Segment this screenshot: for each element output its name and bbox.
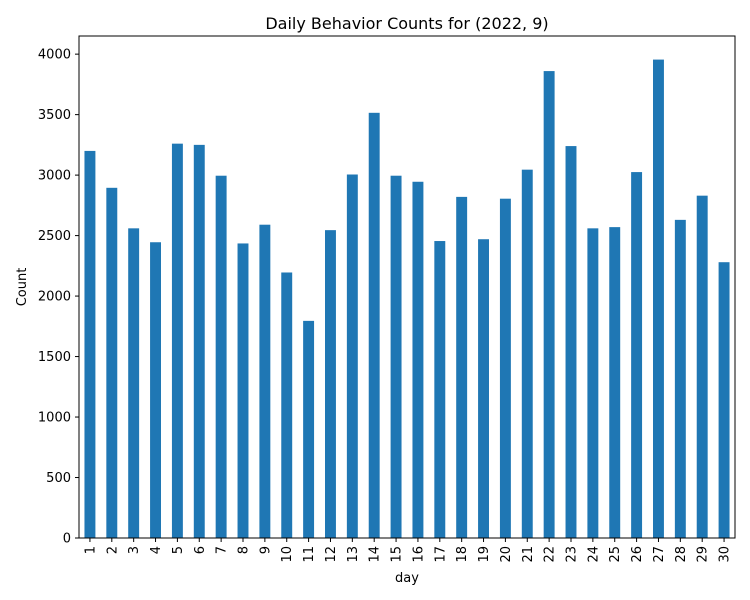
x-axis: 1 2 3 4 5 6 7 8 9 10 11 12 13 14 15 16 17 18 19 20 21 22 23 24 2… [83, 538, 733, 563]
bar-day-17 [434, 241, 446, 538]
y-tick-label: 500 [46, 471, 71, 486]
bar-day-14 [368, 112, 380, 539]
x-tick-label: 21 [521, 546, 536, 563]
plot-frame [78, 35, 736, 539]
x-tick-label: 22 [543, 546, 558, 563]
x-tick-label: 8 [237, 546, 252, 554]
bar-day-4 [150, 242, 161, 538]
y-tick-label: 4000 [38, 48, 71, 63]
x-tick-label: 18 [455, 546, 470, 563]
bar-day-15 [390, 175, 402, 538]
x-tick-label: 30 [718, 546, 733, 563]
x-tick-label: 20 [499, 546, 514, 563]
y-tick-label: 1500 [38, 350, 71, 365]
x-tick-label: 4 [149, 546, 164, 554]
x-tick-label: 24 [586, 546, 601, 563]
x-tick-label: 26 [630, 546, 645, 563]
y-tick-label: 3000 [38, 169, 71, 184]
bar-day-28 [674, 219, 686, 539]
bar-day-29 [696, 195, 708, 538]
y-axis: 0 500 1000 1500 2000 2500 3000 3500 4000 [38, 48, 79, 547]
x-tick-label: 11 [302, 546, 317, 563]
bar-day-10 [281, 272, 293, 538]
y-tick-label: 0 [63, 532, 71, 547]
x-tick-label: 17 [433, 546, 448, 563]
bar-day-1 [84, 150, 96, 539]
bar-day-23 [565, 146, 577, 539]
bar-day-11 [303, 320, 315, 538]
bar-day-12 [325, 230, 336, 539]
x-tick-label: 25 [608, 546, 623, 563]
x-tick-label: 19 [477, 546, 492, 563]
bar-day-20 [499, 198, 511, 538]
x-tick-label: 1 [83, 546, 98, 554]
bar-day-19 [478, 239, 489, 538]
x-tick-label: 15 [390, 546, 405, 563]
bar-day-24 [587, 228, 599, 539]
bar-day-22 [543, 71, 555, 538]
y-tick-label: 2500 [38, 229, 71, 244]
x-tick-label: 12 [324, 546, 339, 563]
bar-day-16 [412, 181, 424, 538]
bar-day-7 [215, 175, 227, 538]
x-tick-label: 16 [411, 546, 426, 563]
y-tick-label: 3500 [38, 108, 71, 123]
x-tick-label: 28 [674, 546, 689, 563]
bar-day-3 [128, 228, 140, 539]
x-tick-label: 2 [105, 546, 120, 554]
x-tick-label: 6 [193, 546, 208, 554]
bar-day-9 [259, 224, 271, 538]
x-tick-label: 29 [696, 546, 711, 563]
x-tick-label: 10 [280, 546, 295, 563]
x-tick-label: 5 [171, 546, 186, 554]
y-tick-label: 1000 [38, 411, 71, 426]
bar-day-6 [193, 144, 205, 538]
bar-day-2 [106, 187, 118, 538]
bar-day-5 [171, 143, 183, 538]
x-tick-label: 27 [652, 546, 667, 563]
bars [84, 59, 730, 539]
bar-day-26 [631, 172, 643, 538]
bar-day-30 [718, 262, 730, 538]
bar-day-8 [237, 243, 249, 539]
x-axis-label: day [395, 571, 419, 586]
x-tick-label: 3 [127, 546, 142, 554]
x-tick-label: 9 [258, 546, 273, 554]
bar-day-25 [609, 227, 621, 538]
x-tick-label: 23 [565, 546, 580, 563]
y-tick-label: 2000 [38, 290, 71, 305]
bar-day-27 [653, 59, 664, 538]
bar-day-21 [521, 169, 533, 539]
bar-day-18 [456, 196, 468, 538]
x-tick-label: 14 [368, 546, 383, 563]
y-axis-label: Count [15, 268, 30, 307]
x-tick-label: 7 [215, 546, 230, 554]
x-tick-label: 13 [346, 546, 361, 563]
chart-title: Daily Behavior Counts for (2022, 9) [265, 14, 548, 33]
bar-day-13 [346, 174, 358, 539]
